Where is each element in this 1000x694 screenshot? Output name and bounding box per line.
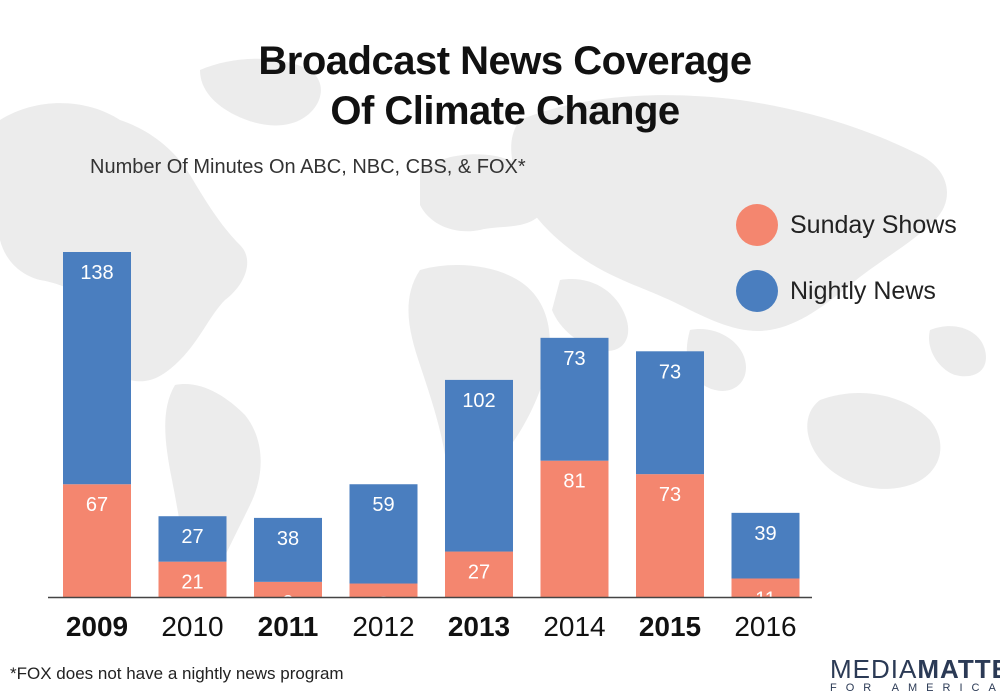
chart-title-line-1: Broadcast News Coverage	[258, 39, 752, 83]
bar-nightly-news-2016	[731, 512, 800, 579]
x-tick-label-2011: 2011	[258, 611, 319, 642]
bar-nightly-news-2014	[540, 337, 609, 461]
media-matters-logo: MEDIAMATTERS FOR AMERICA	[830, 654, 1000, 694]
bar-sunday-shows-2011	[254, 581, 322, 597]
legend-item-nightly-news: Nightly News	[736, 266, 957, 316]
bar-nightly-news-2013	[445, 379, 513, 552]
logo-matters: MATTERS	[917, 654, 1000, 684]
bar-nightly-news-2009	[63, 252, 131, 485]
bar-nightly-news-2015	[636, 351, 704, 475]
bar-nightly-news-2010	[158, 516, 227, 562]
x-tick-label-2010: 2010	[161, 611, 223, 642]
data-label-nightly-news-2010: 27	[181, 526, 203, 548]
data-label-sunday-shows-2009: 67	[86, 494, 108, 516]
data-label-nightly-news-2013: 102	[462, 390, 495, 412]
data-label-sunday-shows-2014: 81	[563, 471, 585, 493]
data-label-nightly-news-2012: 59	[372, 494, 394, 516]
chart-title: Broadcast News Coverage Of Climate Chang…	[0, 36, 1000, 136]
logo-media: MEDIA	[830, 654, 918, 684]
logo-wordmark: MEDIAMATTERS	[830, 654, 1000, 684]
bar-nightly-news-2011	[254, 517, 322, 582]
data-label-sunday-shows-2011: 9	[282, 592, 293, 614]
chart-subtitle: Number Of Minutes On ABC, NBC, CBS, & FO…	[90, 156, 526, 178]
data-label-nightly-news-2015: 73	[659, 361, 681, 383]
data-label-nightly-news-2009: 138	[80, 262, 113, 284]
bar-sunday-shows-2009	[63, 484, 131, 597]
data-label-sunday-shows-2015: 73	[659, 484, 681, 506]
x-tick-label-2013: 2013	[448, 611, 510, 642]
legend-label-nightly-news: Nightly News	[790, 276, 936, 305]
bar-sunday-shows-2015	[636, 474, 704, 597]
bar-sunday-shows-2014	[540, 460, 609, 597]
data-label-sunday-shows-2012: 8	[378, 594, 389, 616]
data-label-nightly-news-2011: 38	[277, 528, 299, 550]
logo-subtitle: FOR AMERICA	[830, 682, 1000, 694]
data-label-sunday-shows-2010: 21	[181, 572, 203, 594]
bar-nightly-news-2012	[349, 484, 418, 584]
data-label-nightly-news-2016: 39	[754, 523, 776, 545]
bar-sunday-shows-2012	[349, 583, 418, 597]
chart-title-line-2: Of Climate Change	[330, 89, 680, 133]
bar-sunday-shows-2016	[731, 578, 800, 597]
bar-sunday-shows-2010	[158, 561, 227, 597]
data-label-nightly-news-2014: 73	[563, 348, 585, 370]
legend-swatch-nightly-news	[736, 270, 778, 312]
legend-swatch-sunday-shows	[736, 204, 778, 246]
bar-sunday-shows-2013	[445, 551, 513, 597]
x-tick-label-2016: 2016	[734, 611, 796, 642]
legend-label-sunday-shows: Sunday Shows	[790, 210, 957, 239]
legend: Sunday Shows Nightly News	[736, 200, 957, 332]
x-tick-label-2015: 2015	[639, 611, 701, 642]
footnote: *FOX does not have a nightly news progra…	[10, 664, 344, 683]
x-tick-label-2014: 2014	[543, 611, 605, 642]
data-label-sunday-shows-2016: 11	[755, 588, 776, 610]
x-tick-label-2009: 2009	[66, 611, 128, 642]
data-label-sunday-shows-2013: 27	[468, 562, 490, 584]
x-tick-label-2012: 2012	[352, 611, 414, 642]
legend-item-sunday-shows: Sunday Shows	[736, 200, 957, 250]
